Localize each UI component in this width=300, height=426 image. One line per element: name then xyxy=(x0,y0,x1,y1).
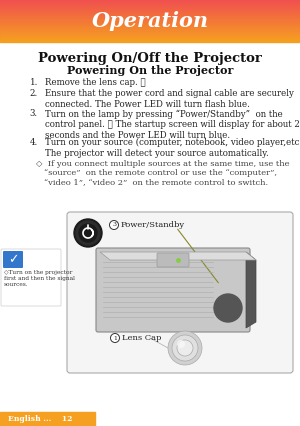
Text: ✓: ✓ xyxy=(8,253,18,266)
Bar xyxy=(0,12,300,13)
Bar xyxy=(0,4,300,5)
Text: ◇  If you connect multiple sources at the same time, use the
   “source”  on the: ◇ If you connect multiple sources at the… xyxy=(36,160,290,187)
Bar xyxy=(0,412,95,426)
Bar xyxy=(0,18,300,19)
Bar xyxy=(0,29,300,30)
Bar xyxy=(0,0,300,1)
Bar xyxy=(0,26,300,27)
Circle shape xyxy=(221,301,235,315)
Polygon shape xyxy=(246,252,256,328)
Bar xyxy=(0,2,300,3)
Bar xyxy=(0,27,300,28)
Text: Turn on the lamp by pressing “Power/Standby”  on the
control panel. ② The startu: Turn on the lamp by pressing “Power/Stan… xyxy=(45,109,300,140)
Circle shape xyxy=(74,219,102,247)
Bar xyxy=(0,17,300,18)
Bar xyxy=(0,11,300,12)
Bar xyxy=(0,3,300,4)
Bar xyxy=(0,21,300,22)
Bar xyxy=(0,35,300,36)
Bar xyxy=(0,13,300,14)
Circle shape xyxy=(76,221,100,245)
Circle shape xyxy=(79,224,97,242)
Bar xyxy=(0,19,300,20)
Text: 4.: 4. xyxy=(30,138,38,147)
Bar xyxy=(0,31,300,32)
Text: Operation: Operation xyxy=(92,11,208,31)
Bar xyxy=(0,10,300,11)
Text: 3.: 3. xyxy=(30,109,38,118)
Text: Turn on your source (computer, notebook, video player,etc.)
The projector will d: Turn on your source (computer, notebook,… xyxy=(45,138,300,158)
FancyBboxPatch shape xyxy=(67,212,293,373)
FancyBboxPatch shape xyxy=(1,249,61,306)
Bar xyxy=(0,41,300,42)
Bar xyxy=(0,37,300,38)
Bar xyxy=(0,7,300,8)
Text: Lens Cap: Lens Cap xyxy=(122,334,161,342)
FancyBboxPatch shape xyxy=(96,248,250,332)
Bar xyxy=(0,1,300,2)
Circle shape xyxy=(214,294,242,322)
Text: 1: 1 xyxy=(113,336,117,340)
Text: Power/Standby: Power/Standby xyxy=(121,221,185,229)
Circle shape xyxy=(224,304,232,312)
Bar xyxy=(0,38,300,39)
Bar xyxy=(0,22,300,23)
Text: 1.: 1. xyxy=(30,78,38,87)
Bar xyxy=(0,39,300,40)
Bar xyxy=(0,23,300,24)
Bar xyxy=(0,16,300,17)
Polygon shape xyxy=(100,252,256,260)
Circle shape xyxy=(168,331,202,365)
Text: 2.: 2. xyxy=(30,89,38,98)
Bar xyxy=(0,33,300,34)
FancyBboxPatch shape xyxy=(3,251,23,268)
Bar xyxy=(0,24,300,25)
Bar xyxy=(0,30,300,31)
Bar xyxy=(0,40,300,41)
FancyBboxPatch shape xyxy=(157,253,189,267)
Circle shape xyxy=(110,334,119,343)
Bar xyxy=(0,25,300,26)
Circle shape xyxy=(177,340,185,348)
Text: Powering On the Projector: Powering On the Projector xyxy=(67,65,233,76)
Circle shape xyxy=(110,221,118,230)
Text: ◇Turn on the projector
first and then the signal
sources.: ◇Turn on the projector first and then th… xyxy=(4,270,75,287)
Bar xyxy=(0,34,300,35)
Text: Remove the lens cap. ①: Remove the lens cap. ① xyxy=(45,78,146,87)
Bar xyxy=(0,9,300,10)
Bar xyxy=(0,15,300,16)
Bar xyxy=(0,14,300,15)
Bar xyxy=(0,8,300,9)
Circle shape xyxy=(177,340,193,356)
Bar xyxy=(0,28,300,29)
Bar xyxy=(0,36,300,37)
Bar xyxy=(0,20,300,21)
Bar xyxy=(0,6,300,7)
Text: English ...    12: English ... 12 xyxy=(8,415,72,423)
Text: Powering On/Off the Projector: Powering On/Off the Projector xyxy=(38,52,262,65)
Bar xyxy=(0,32,300,33)
Text: 3: 3 xyxy=(112,222,116,227)
Circle shape xyxy=(218,298,238,318)
Text: Ensure that the power cord and signal cable are securely
connected. The Power LE: Ensure that the power cord and signal ca… xyxy=(45,89,294,109)
Circle shape xyxy=(172,335,198,361)
Bar xyxy=(0,5,300,6)
